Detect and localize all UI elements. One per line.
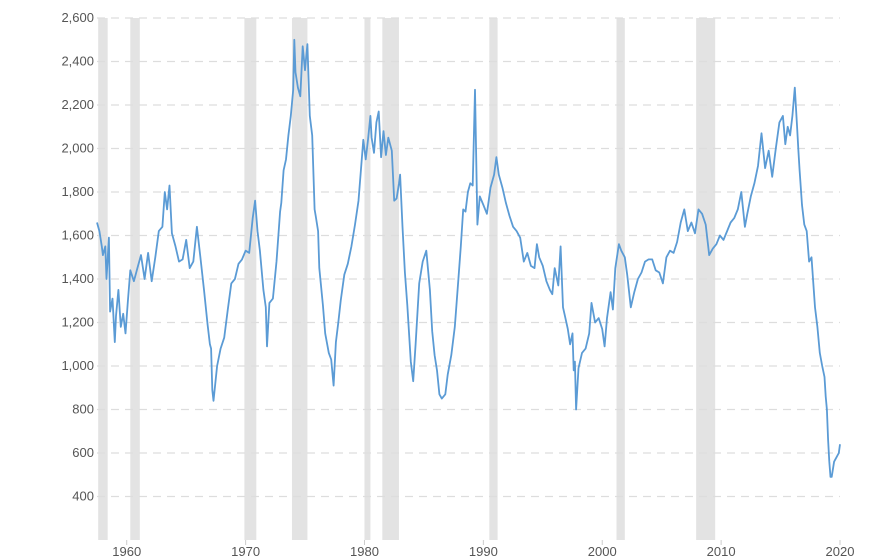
y-tick-label: 1,800	[61, 184, 94, 199]
x-tick-label: 2010	[707, 544, 736, 559]
y-tick-label: 600	[72, 445, 94, 460]
series-line	[96, 38, 841, 478]
y-tick-label: 1,400	[61, 271, 94, 286]
x-tick-label: 2000	[588, 544, 617, 559]
x-tick-label: 1970	[231, 544, 260, 559]
x-axis-ticks: 1960 1970 1980 1990 2000 2010 2020	[112, 540, 854, 559]
y-tick-label: 800	[72, 402, 94, 417]
recession-band	[244, 18, 257, 540]
series-lines	[96, 38, 841, 478]
y-tick-label: 1,200	[61, 315, 94, 330]
x-tick-label: 1960	[112, 544, 141, 559]
y-tick-label: 400	[72, 489, 94, 504]
y-tick-label: 2,200	[61, 97, 94, 112]
y-tick-label: 2,600	[61, 10, 94, 25]
y-tick-label: 1,000	[61, 358, 94, 373]
grid-lines	[97, 17, 840, 498]
x-tick-label: 1990	[469, 544, 498, 559]
y-axis-ticks: 400 600 800 1,000 1,200 1,400 1,600 1,800 2,000 2…	[61, 10, 94, 504]
x-tick-label: 1980	[350, 544, 379, 559]
y-tick-label: 2,000	[61, 141, 94, 156]
y-tick-label: 2,400	[61, 54, 94, 69]
y-tick-label: 1,600	[61, 228, 94, 243]
x-tick-label: 2020	[826, 544, 855, 559]
